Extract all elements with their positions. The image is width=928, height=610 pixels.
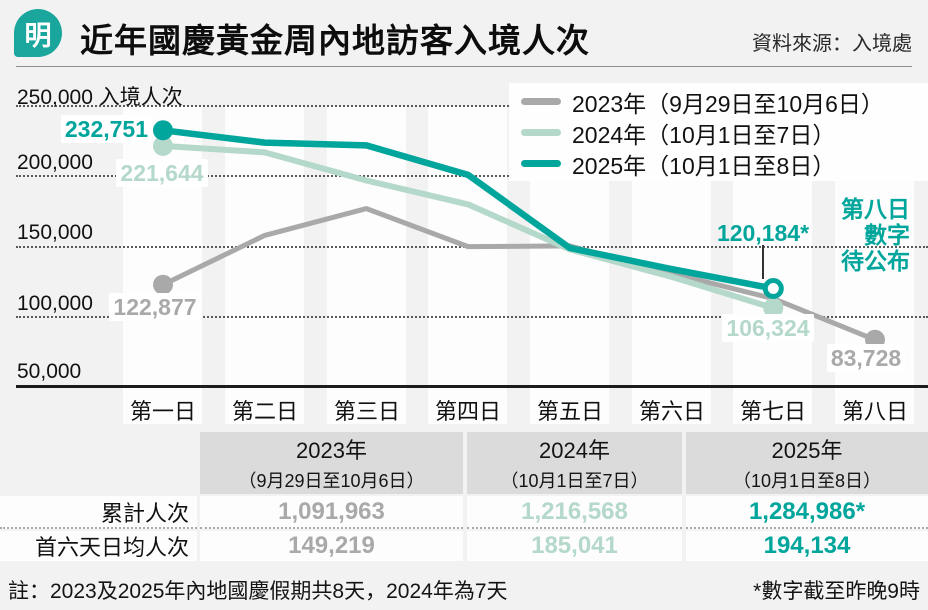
- cell-cumulative-2023: 1,091,963: [200, 496, 463, 529]
- legend-item-2024: 2024年（10月1日至7日）: [509, 117, 928, 148]
- table-header-2023: 2023年 （9月29日至10月6日）: [200, 432, 463, 494]
- value-label-2023-day1: 122,877: [102, 293, 208, 321]
- row-label-six-day-average: 首六天日均人次: [0, 531, 197, 561]
- y-tick-150k: 150,000: [17, 221, 93, 244]
- x-tick-day6: 第六日: [638, 399, 705, 424]
- x-axis-line: [16, 385, 928, 388]
- day-column-band: [123, 106, 202, 424]
- header-divider: [16, 66, 912, 67]
- note-line-3: 待公布: [841, 248, 910, 274]
- legend-item-2025: 2025年（10月1日至8日）: [509, 148, 928, 179]
- cell-average-2024: 185,041: [467, 531, 682, 561]
- day-column-band: [225, 106, 304, 424]
- x-tick-day2: 第二日: [231, 399, 298, 424]
- row-label-cumulative: 累計人次: [0, 496, 197, 529]
- x-tick-day4: 第四日: [434, 399, 501, 424]
- x-tick-day7: 第七日: [739, 399, 806, 424]
- legend-swatch-2023: [521, 98, 561, 105]
- chart-legend: 2023年（9月29日至10月6日） 2024年（10月1日至7日） 2025年…: [509, 83, 928, 181]
- day-column-band: [327, 106, 406, 424]
- note-line-1: 第八日: [841, 196, 910, 222]
- y-tick-50k: 50,000: [17, 360, 82, 383]
- table-header-2024: 2024年 （10月1日至7日）: [467, 432, 682, 494]
- legend-label-2024: 2024年（10月1日至7日）: [572, 121, 836, 148]
- mingpao-logo: 明: [14, 9, 62, 57]
- annotation-leader-line: [762, 245, 764, 279]
- day-column-band: [428, 106, 507, 424]
- legend-swatch-2024: [521, 129, 561, 136]
- gridline-250k: [16, 105, 928, 107]
- note-line-2: 數字: [864, 222, 910, 248]
- value-label-2025-day1: 232,751: [48, 115, 152, 143]
- x-tick-day1: 第一日: [129, 399, 196, 424]
- cell-cumulative-2025: 1,284,986*: [686, 496, 928, 529]
- footnote-right: *數字截至昨晚9時: [753, 580, 920, 603]
- day8-pending-note: 第八日 數字 待公布: [824, 196, 910, 274]
- value-label-2023-day8: 83,728: [818, 344, 914, 372]
- x-tick-day3: 第三日: [333, 399, 400, 424]
- legend-label-2023: 2023年（9月29日至10月6日）: [572, 90, 884, 117]
- x-tick-day8: 第八日: [841, 399, 908, 424]
- legend-label-2025: 2025年（10月1日至8日）: [572, 152, 836, 179]
- table-header-2025: 2025年 （10月1日至8日）: [686, 432, 928, 494]
- cell-average-2025: 194,134: [686, 531, 928, 561]
- cell-cumulative-2024: 1,216,568: [467, 496, 682, 529]
- cell-average-2023: 149,219: [200, 531, 463, 561]
- footnote-left: 註：2023及2025年內地國慶假期共8天，2024年為7天: [8, 580, 508, 603]
- y-tick-200k: 200,000: [17, 151, 93, 174]
- legend-swatch-2025: [521, 160, 561, 167]
- mingpao-logo-glyph: 明: [24, 20, 52, 51]
- legend-item-2023: 2023年（9月29日至10月6日）: [509, 86, 928, 117]
- y-tick-250k: 250,000 入境人次: [17, 86, 183, 109]
- x-tick-day5: 第五日: [536, 399, 603, 424]
- data-source-label: 資料來源：入境處: [752, 33, 912, 55]
- value-label-2024-day7: 106,324: [708, 314, 828, 342]
- value-label-2024-day1: 221,644: [110, 159, 214, 187]
- y-tick-100k: 100,000: [17, 292, 93, 315]
- value-label-2025-day7: 120,184*: [716, 220, 810, 246]
- page-title: 近年國慶黃金周內地訪客入境人次: [80, 22, 590, 59]
